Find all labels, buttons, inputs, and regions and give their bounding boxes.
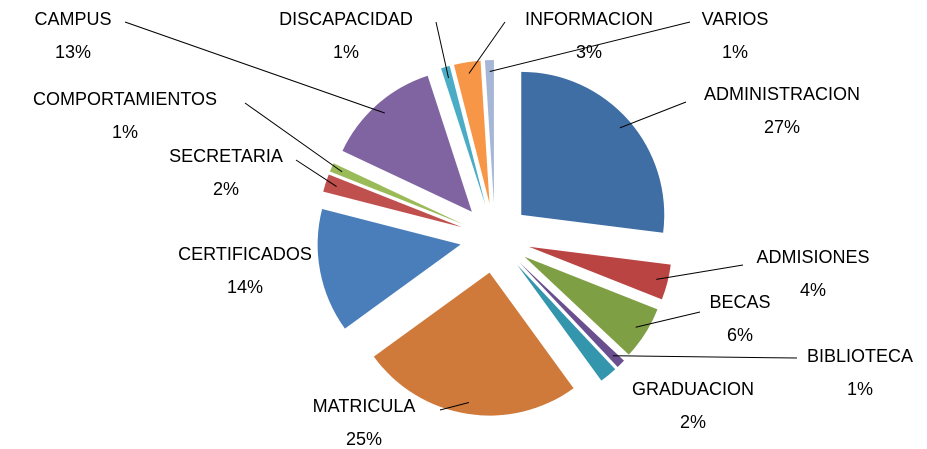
category-label: BECAS xyxy=(709,292,770,312)
pie-slice xyxy=(323,174,462,228)
leader-line xyxy=(612,355,798,359)
category-label: INFORMACION xyxy=(525,9,653,29)
pie-slice xyxy=(484,60,494,204)
leader-line xyxy=(439,402,470,411)
value-label: 2% xyxy=(680,412,706,432)
pie-slice xyxy=(317,208,461,329)
leader-line xyxy=(244,102,343,173)
pie-slice xyxy=(528,246,671,300)
pie-slice xyxy=(453,60,490,204)
leader-line xyxy=(295,159,337,187)
category-label: CAMPUS xyxy=(34,9,111,29)
value-label: 25% xyxy=(346,429,382,449)
pie-slice xyxy=(329,163,463,225)
category-label: VARIOS xyxy=(702,9,769,29)
category-label: CERTIFICADOS xyxy=(178,244,312,264)
value-label: 2% xyxy=(213,179,239,199)
leader-line xyxy=(619,101,687,129)
value-label: 13% xyxy=(55,42,91,62)
value-label: 14% xyxy=(227,277,263,297)
category-label: BIBLIOTECA xyxy=(807,346,913,366)
category-label: COMPORTAMIENTOS xyxy=(33,89,217,109)
leader-line xyxy=(468,21,506,74)
category-label: GRADUACION xyxy=(632,379,754,399)
value-label: 6% xyxy=(727,325,753,345)
category-label: DISCAPACIDAD xyxy=(279,9,413,29)
category-label: ADMISIONES xyxy=(756,247,869,267)
leader-line xyxy=(656,264,744,280)
value-label: 1% xyxy=(112,122,138,142)
value-label: 4% xyxy=(800,280,826,300)
value-label: 3% xyxy=(576,42,602,62)
pie-slice xyxy=(519,262,624,367)
category-label: SECRETARIA xyxy=(169,146,283,166)
leader-line xyxy=(435,21,450,79)
value-label: 1% xyxy=(847,379,873,399)
pie-slice xyxy=(517,264,616,381)
value-label: 1% xyxy=(333,42,359,62)
pie-slice xyxy=(524,256,658,355)
leader-line xyxy=(489,21,691,73)
pie-slice xyxy=(521,71,665,233)
value-label: 1% xyxy=(722,42,748,62)
category-label: ADMINISTRACION xyxy=(704,84,860,104)
value-label: 27% xyxy=(764,117,800,137)
pie-slice xyxy=(373,272,574,416)
leader-line xyxy=(124,21,386,114)
category-label: MATRICULA xyxy=(313,396,416,416)
leader-line xyxy=(635,311,701,328)
pie-slice xyxy=(441,65,486,205)
